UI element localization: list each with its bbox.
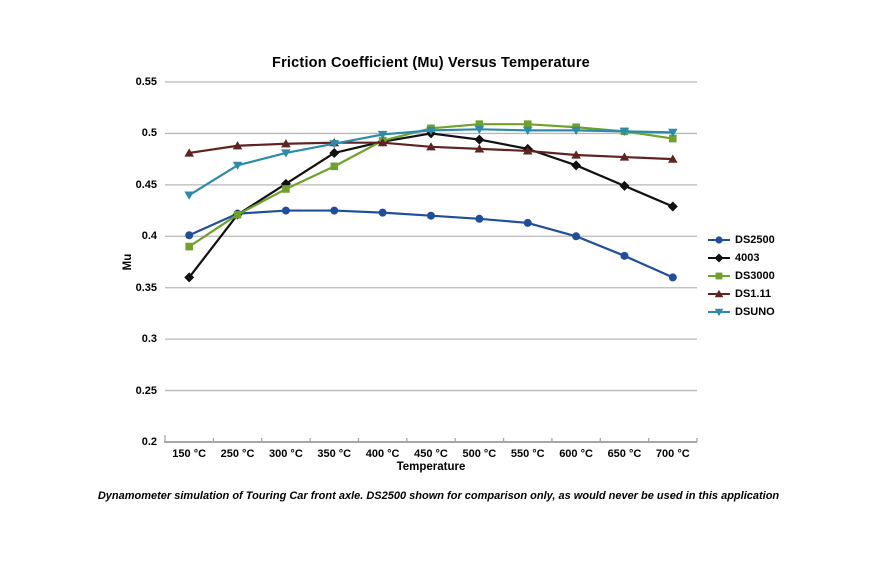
- triangle-down-marker-icon: [184, 191, 194, 200]
- circle-marker-icon: [572, 232, 581, 241]
- x-tick-label: 350 °C: [317, 448, 352, 460]
- x-axis-title: Temperature: [396, 461, 466, 473]
- triangle-down-marker-icon: [232, 161, 243, 170]
- triangle-down-marker-icon: [714, 308, 724, 317]
- legend-label: 4003: [735, 252, 760, 264]
- legend-marker: [708, 289, 730, 298]
- legend-item-DS2500: DS2500: [708, 231, 775, 249]
- x-tick-label: 500 °C: [462, 448, 497, 460]
- triangle-up-marker-icon: [232, 141, 243, 150]
- circle-marker-icon: [523, 218, 532, 227]
- circle-marker-icon: [330, 206, 339, 215]
- y-tick-label: 0.4: [141, 230, 157, 243]
- triangle-down-marker-icon: [668, 128, 678, 137]
- triangle-up-marker-icon: [619, 152, 630, 161]
- legend-marker: [708, 236, 730, 244]
- square-marker-icon: [282, 185, 290, 193]
- square-marker-icon: [233, 210, 242, 219]
- series-line-DS2500: [188, 209, 674, 279]
- legend-label: DSUNO: [735, 306, 775, 318]
- x-tick-label: 250 °C: [220, 448, 255, 460]
- triangle-down-marker-icon: [281, 149, 291, 158]
- y-tick-label: 0.5: [141, 127, 157, 140]
- triangle-up-marker-icon: [377, 138, 388, 147]
- legend-label: DS3000: [735, 270, 775, 282]
- circle-marker-icon: [427, 211, 435, 220]
- circle-marker-icon: [475, 214, 484, 223]
- legend-marker: [708, 308, 730, 317]
- triangle-down-marker-icon: [329, 140, 340, 149]
- circle-marker-icon: [715, 236, 723, 244]
- legend-item-DSUNO: DSUNO: [708, 303, 775, 321]
- y-axis-title: Mu: [122, 253, 134, 271]
- triangle-up-marker-icon: [184, 148, 194, 157]
- triangle-up-marker-icon: [474, 144, 485, 153]
- legend-item-4003: 4003: [708, 249, 775, 267]
- circle-marker-icon: [668, 273, 677, 282]
- x-tick-label: 400 °C: [365, 448, 400, 460]
- legend-label: DS2500: [735, 234, 775, 246]
- diamond-marker-icon: [714, 253, 724, 263]
- y-tick-label: 0.35: [135, 281, 157, 294]
- diamond-marker-icon: [474, 134, 485, 145]
- square-marker-icon: [330, 162, 339, 171]
- diamond-marker-icon: [667, 201, 678, 212]
- circle-marker-icon: [281, 206, 290, 215]
- legend-item-DS3000: DS3000: [708, 267, 775, 285]
- chart-title: Friction Coefficient (Mu) Versus Tempera…: [272, 55, 590, 71]
- square-marker-icon: [669, 134, 677, 143]
- legend-item-DS1.11: DS1.11: [708, 285, 775, 303]
- triangle-up-marker-icon: [714, 289, 724, 298]
- legend-label: DS1.11: [735, 288, 772, 300]
- x-tick-label: 700 °C: [655, 448, 690, 460]
- square-marker-icon: [715, 272, 723, 280]
- y-tick-label: 0.25: [135, 384, 157, 397]
- diamond-marker-icon: [619, 180, 630, 191]
- y-tick-label: 0.3: [141, 333, 157, 346]
- triangle-down-marker-icon: [377, 130, 388, 140]
- diamond-marker-icon: [184, 272, 195, 283]
- y-tick-label: 0.45: [135, 178, 157, 191]
- triangle-down-marker-icon: [571, 126, 581, 135]
- x-tick-label: 550 °C: [510, 448, 545, 460]
- triangle-down-marker-icon: [522, 126, 533, 135]
- triangle-down-marker-icon: [426, 126, 436, 135]
- x-tick-label: 450 °C: [414, 448, 448, 460]
- circle-marker-icon: [378, 208, 387, 217]
- x-tick-label: 150 °C: [172, 448, 207, 460]
- diamond-marker-icon: [571, 160, 582, 171]
- triangle-down-marker-icon: [474, 125, 485, 134]
- circle-marker-icon: [620, 251, 629, 260]
- chart-caption: Dynamometer simulation of Touring Car fr…: [97, 490, 780, 502]
- square-marker-icon: [523, 120, 532, 128]
- chart-legend: DS2500 4003 DS3000 DS1.11 DSUNO: [708, 231, 775, 321]
- x-tick-label: 300 °C: [269, 448, 303, 460]
- x-tick-label: 600 °C: [559, 448, 593, 460]
- triangle-down-marker-icon: [619, 127, 630, 136]
- y-tick-label: 0.55: [135, 76, 157, 88]
- triangle-up-marker-icon: [522, 146, 533, 155]
- triangle-up-marker-icon: [668, 154, 678, 163]
- circle-marker-icon: [185, 231, 194, 240]
- y-tick-label: 0.2: [141, 436, 157, 448]
- triangle-up-marker-icon: [281, 139, 291, 148]
- triangle-up-marker-icon: [571, 150, 581, 159]
- legend-marker: [708, 272, 730, 280]
- legend-marker: [708, 253, 730, 263]
- triangle-up-marker-icon: [426, 142, 436, 151]
- diamond-marker-icon: [329, 147, 340, 158]
- x-tick-label: 650 °C: [607, 448, 642, 460]
- square-marker-icon: [475, 120, 484, 128]
- square-marker-icon: [185, 242, 193, 251]
